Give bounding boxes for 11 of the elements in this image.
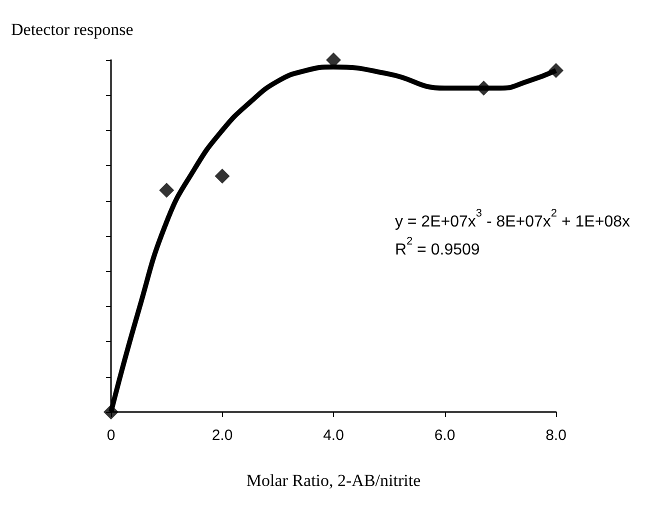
x-tick-label: 8.0 (546, 427, 566, 444)
point (104, 404, 118, 420)
point (214, 168, 230, 184)
point (159, 182, 174, 198)
x-tick-label: 6.0 (434, 427, 456, 444)
x-tick-label: 2.0 (212, 427, 233, 444)
y-axis-title: Detector response (11, 20, 134, 39)
x-tick-label: 0 (106, 427, 116, 444)
point (548, 63, 564, 78)
x-tick-label: 4.0 (323, 427, 344, 444)
x-axis-title: Molar Ratio, 2-AB/nitrite (246, 471, 421, 490)
